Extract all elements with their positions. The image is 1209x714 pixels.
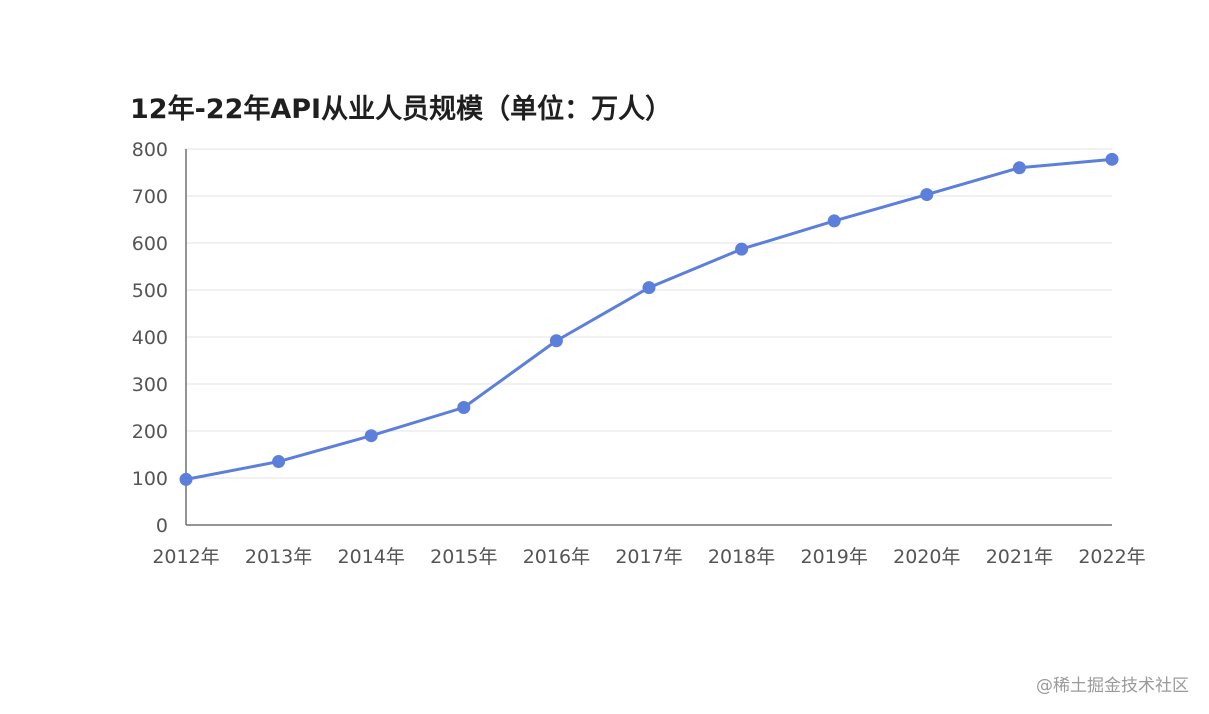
data-point[interactable]	[1105, 152, 1119, 166]
data-point[interactable]	[735, 242, 749, 256]
data-point[interactable]	[364, 429, 378, 443]
data-point[interactable]	[642, 281, 656, 295]
y-tick-label: 800	[132, 139, 168, 161]
data-point[interactable]	[1012, 161, 1026, 175]
y-tick-label: 300	[132, 374, 168, 396]
x-axis: 2012年 2013年 2014年 2015年 2016年 2017年 2018年 2019年…	[152, 524, 1146, 568]
x-tick-label: 2014年	[338, 546, 405, 568]
y-tick-label: 600	[132, 233, 168, 255]
data-point[interactable]	[549, 334, 563, 348]
y-axis: 0 100 200 300 400 500 600 700 800	[132, 139, 187, 537]
watermark-text: @稀土掘金技术社区	[1036, 676, 1189, 696]
y-tick-label: 0	[156, 515, 168, 537]
series-group	[179, 152, 1119, 486]
y-tick-label: 400	[132, 327, 168, 349]
x-tick-label: 2013年	[245, 546, 312, 568]
x-tick-label: 2018年	[708, 546, 775, 568]
chart-title: 12年-22年API从业人员规模（单位：万人）	[130, 93, 672, 125]
data-point[interactable]	[827, 214, 841, 228]
x-tick-label: 2015年	[430, 546, 497, 568]
grid-lines	[186, 148, 1112, 479]
x-tick-label: 2021年	[986, 546, 1053, 568]
data-point[interactable]	[457, 401, 471, 414]
y-tick-label: 500	[132, 280, 168, 302]
x-tick-label: 2022年	[1078, 546, 1145, 568]
x-tick-label: 2012年	[152, 546, 219, 568]
x-tick-label: 2017年	[615, 546, 682, 568]
x-tick-label: 2019年	[801, 546, 868, 568]
x-tick-label: 2016年	[523, 546, 590, 568]
data-point[interactable]	[920, 188, 934, 202]
y-tick-label: 200	[132, 421, 168, 443]
data-point[interactable]	[179, 472, 193, 486]
y-tick-label: 100	[132, 468, 168, 490]
data-point[interactable]	[272, 455, 286, 469]
y-tick-label: 700	[132, 186, 168, 208]
x-tick-label: 2020年	[893, 546, 960, 568]
